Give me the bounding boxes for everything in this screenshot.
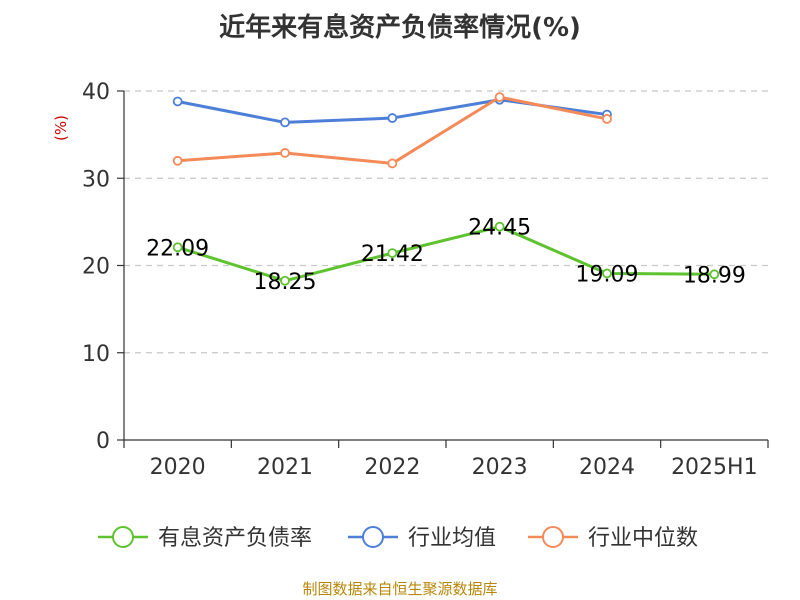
data-point [602,114,612,124]
data-point [387,158,398,169]
data-point [280,148,290,158]
x-tick-label: 2021 [257,455,313,480]
data-labels: 22.09 18.25 21.42 24.45 19.09 18.99 [146,216,746,295]
data-point [387,113,398,123]
series [172,92,720,286]
legend-label: 行业均值 [408,526,496,551]
data-point [172,96,183,107]
data-label: 18.25 [254,270,317,295]
source-note: 制图数据来自恒生聚源数据库 [302,580,497,598]
data-point [387,248,398,259]
x-tick-label: 2022 [364,455,420,480]
chart-title: 近年来有息资产负债率情况(%) [219,12,581,43]
data-label: 22.09 [146,236,209,261]
data-label: 19.09 [576,262,639,287]
grid [124,90,768,354]
legend-marker [362,526,384,548]
y-tick-label: 0 [96,429,110,454]
y-tick-label: 10 [82,342,110,367]
y-tick-label: 40 [82,80,110,105]
data-point [494,221,505,232]
y-tick-label: 20 [82,255,110,280]
data-label: 24.45 [468,216,531,241]
y-axis-label: (%) [52,115,70,141]
x-tick-label: 2024 [579,455,635,480]
data-point [494,92,505,103]
data-label: 21.42 [361,242,424,267]
legend-marker [112,526,134,548]
data-point [709,269,720,280]
axes: 0 10 20 30 40 2020 2021 2022 2023 2024 2025H1 [82,80,769,480]
x-tick-label: 2023 [472,455,528,480]
series-line [177,95,608,165]
data-point [172,242,183,253]
legend-label: 有息资产负债率 [158,526,312,551]
data-label: 18.99 [683,263,746,288]
legend-marker [542,526,564,548]
data-point [172,155,183,166]
series-line [177,225,715,283]
data-point [280,117,290,128]
legend-label: 行业中位数 [588,526,698,551]
x-tick-label: 2020 [150,455,206,480]
x-tick-label: 2025H1 [671,455,758,480]
data-point [280,275,290,286]
legend: 有息资产负债率 行业均值 行业中位数 [98,526,698,551]
y-tick-label: 30 [82,167,110,192]
data-point [602,268,612,279]
